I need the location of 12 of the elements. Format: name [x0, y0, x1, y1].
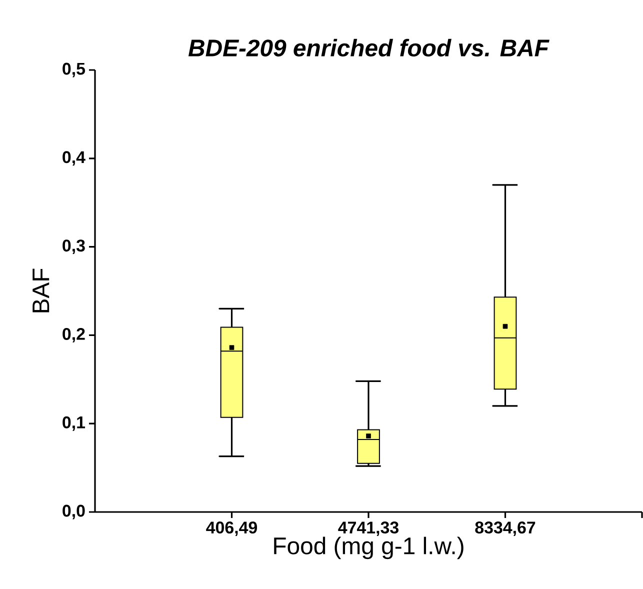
x-tick-label: 406,49 [206, 522, 258, 536]
y-tick-label: 0,3 [62, 240, 85, 254]
y-tick-label: 0,4 [62, 151, 86, 166]
y-tick-label: 0,1 [62, 416, 86, 431]
chart-title: BDE-209 enriched food vs. BAF [188, 38, 550, 56]
x-axis-title: Food (mg g-1 l.w.) [274, 536, 464, 560]
y-axis-title: BAF [32, 268, 50, 312]
y-tick-label: 0,5 [62, 62, 86, 78]
x-tick-label: 8334,67 [475, 522, 536, 536]
x-tick-label: 4741,33 [338, 522, 398, 536]
y-tick-label: 0,2 [62, 328, 85, 342]
y-tick-label: 0,0 [62, 504, 85, 520]
